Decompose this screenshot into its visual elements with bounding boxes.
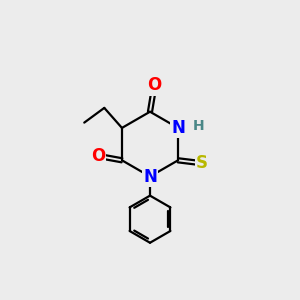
Text: O: O <box>147 76 161 94</box>
Text: S: S <box>196 154 208 172</box>
Text: O: O <box>91 147 105 165</box>
Text: N: N <box>143 167 157 185</box>
Text: H: H <box>193 119 204 134</box>
Text: N: N <box>171 119 185 137</box>
